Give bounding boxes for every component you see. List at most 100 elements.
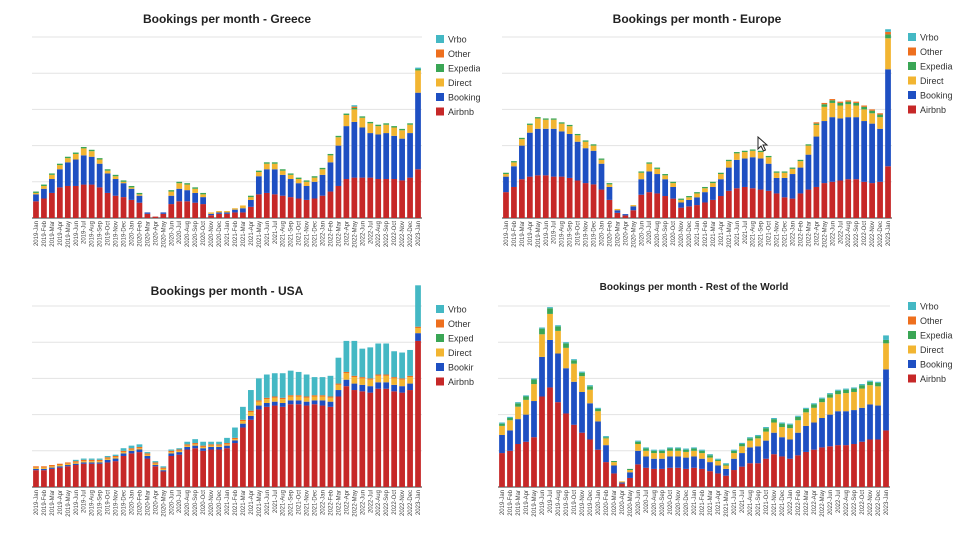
bar-segment-booking — [614, 210, 621, 213]
bar-segment-direct — [319, 169, 326, 175]
bar-segment-direct — [88, 461, 95, 463]
bar-segment-airbnb — [391, 391, 398, 487]
bar-segment-direct — [582, 141, 589, 149]
bar-segment-vrbo — [136, 444, 143, 447]
bar-segment-booking — [200, 197, 206, 205]
x-tick-label: 2022-Sep — [854, 220, 860, 247]
bar-segment-expedia — [861, 106, 868, 110]
bar-segment-vrbo — [192, 439, 199, 444]
bar-segment-airbnb — [611, 473, 617, 487]
bar-segment-expedia — [263, 162, 270, 164]
bar-segment-vrbo — [755, 434, 761, 437]
bar-segment-direct — [499, 425, 505, 435]
bar-segment-direct — [232, 439, 238, 441]
x-tick-label: 2023-Jan — [886, 221, 892, 246]
bar-segment-expedia — [723, 464, 729, 466]
x-tick-label: 2020-Apr — [623, 221, 629, 246]
x-tick-label: 2019-Oct — [106, 490, 112, 515]
bar-segment-direct — [702, 188, 708, 193]
x-tick-label: 2020-Mar — [615, 221, 621, 247]
bar-segment-other — [255, 400, 262, 402]
bar-segment-airbnb — [590, 184, 597, 218]
bar-segment-booking — [579, 391, 585, 433]
bar-segment-direct — [279, 170, 286, 175]
bar-segment-airbnb — [875, 439, 881, 487]
x-tick-label: 2020-Jan — [129, 490, 135, 515]
bar-segment-expedia — [853, 102, 860, 106]
legend-label: Airbnb — [448, 107, 474, 117]
bar-segment-direct — [279, 399, 286, 403]
bar-segment-airbnb — [511, 186, 517, 218]
bar-segment-airbnb — [295, 404, 302, 487]
bar-segment-direct — [614, 208, 621, 211]
bar-segment-airbnb — [271, 405, 278, 487]
bar-segment-booking — [415, 92, 421, 170]
bar-segment-expedia — [531, 379, 537, 385]
bar-segment-other — [279, 397, 286, 400]
legend-swatch — [436, 334, 444, 342]
bar-segment-booking — [845, 117, 852, 180]
x-tick-label: 2022-Jun — [830, 221, 836, 246]
bar-segment-vrbo — [104, 455, 111, 458]
bar-segment-booking — [279, 174, 286, 196]
bar-segment-airbnb — [627, 477, 633, 487]
bar-segment-vrbo — [563, 342, 569, 344]
bar-segment-vrbo — [747, 437, 753, 439]
bar-segment-direct — [747, 440, 753, 448]
bar-segment-other — [200, 445, 206, 447]
bar-segment-airbnb — [643, 467, 649, 487]
bar-segment-booking — [343, 126, 350, 180]
bar-segment-vrbo — [699, 449, 705, 451]
x-tick-label: 2019-Jul — [82, 221, 88, 244]
x-tick-label: 2022-Feb — [798, 220, 804, 246]
x-tick-label: 2019-May — [66, 221, 72, 248]
bar-segment-direct — [192, 188, 199, 193]
bar-segment-booking — [757, 158, 764, 190]
bar-segment-booking — [208, 446, 214, 450]
bar-segment-booking — [56, 466, 63, 468]
legend-label: Direct — [920, 76, 944, 86]
bar-segment-expedia — [699, 450, 705, 454]
x-tick-label: 2020-Jun — [169, 490, 175, 515]
bar-segment-direct — [675, 450, 681, 457]
bar-segment-booking — [877, 128, 883, 182]
bar-segment-expedia — [829, 100, 836, 103]
x-tick-label: 2019-Jun — [544, 221, 550, 246]
bar-segment-airbnb — [670, 198, 676, 218]
legend-label: Booking — [920, 91, 953, 101]
bar-segment-direct — [224, 211, 230, 213]
bar-segment-airbnb — [789, 198, 796, 218]
bar-segment-booking — [240, 423, 246, 428]
bar-segment-booking — [327, 401, 334, 407]
bar-segment-airbnb — [582, 183, 589, 218]
bar-segment-airbnb — [654, 193, 661, 218]
x-tick-label: 2021-Sep — [759, 220, 765, 247]
bar-segment-vrbo — [160, 466, 167, 468]
bar-segment-airbnb — [861, 181, 868, 218]
x-tick-label: 2021-Mar — [708, 490, 714, 516]
x-tick-label: 2021-Nov — [305, 490, 311, 516]
x-tick-label: 2021-Jun — [735, 221, 741, 246]
bar-segment-direct — [128, 187, 135, 189]
bar-segment-airbnb — [144, 213, 151, 218]
bar-segment-booking — [271, 169, 278, 195]
bar-segment-direct — [531, 384, 537, 402]
x-tick-label: 2019-Jan — [504, 221, 510, 246]
bar-segment-airbnb — [558, 176, 565, 218]
bar-segment-expedia — [811, 404, 817, 408]
bar-segment-vrbo — [827, 393, 833, 395]
bar-segment-booking — [248, 415, 254, 420]
bar-segment-direct — [885, 38, 891, 70]
bar-segment-booking — [771, 432, 777, 455]
bar-segment-direct — [635, 444, 641, 451]
x-tick-label: 2023-Jan — [416, 490, 422, 515]
bar-segment-booking — [773, 177, 780, 194]
bar-segment-airbnb — [526, 176, 533, 218]
bar-segment-booking — [49, 467, 55, 469]
x-tick-label: 2021-Apr — [719, 221, 725, 246]
bar-segment-vrbo — [675, 447, 681, 449]
bar-segment-direct — [763, 431, 769, 441]
bar-segment-direct — [391, 378, 398, 385]
bar-segment-booking — [72, 463, 79, 466]
